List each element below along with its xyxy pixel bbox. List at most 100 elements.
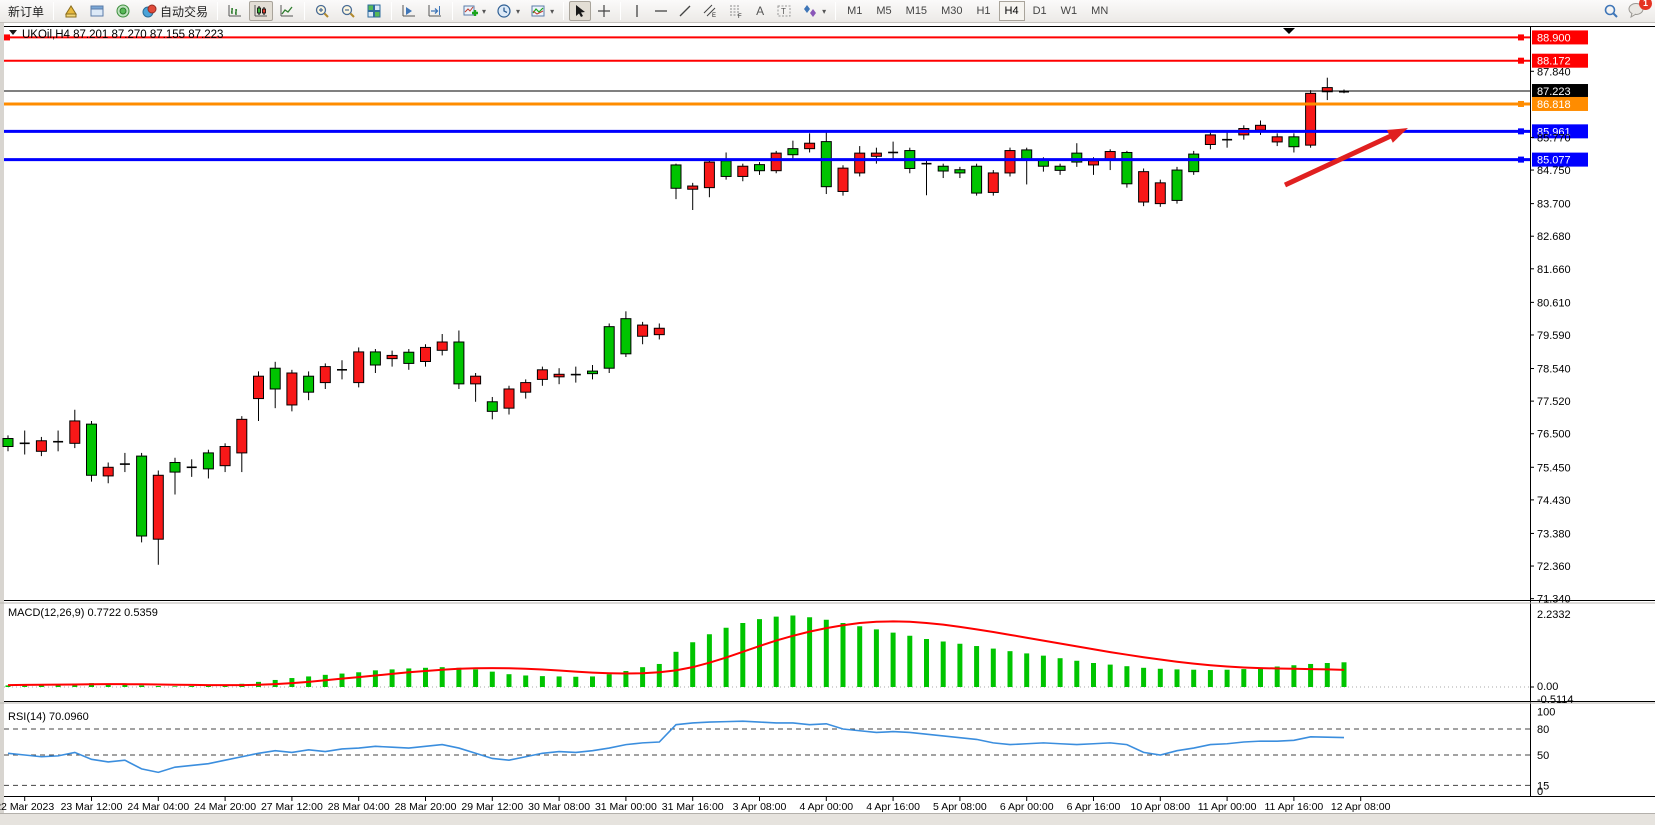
rsi-level-label: 80 (1537, 724, 1549, 736)
zoom-in-button[interactable] (310, 1, 334, 21)
line-end-marker (1518, 128, 1524, 135)
time-axis-label: 30 Mar 08:00 (528, 801, 590, 813)
bear-candle (503, 388, 515, 409)
bull-candle (136, 455, 148, 537)
bear-candle (520, 382, 532, 393)
text-tool[interactable]: A (750, 1, 770, 21)
timeframe-d1[interactable]: D1 (1032, 5, 1047, 17)
fibonacci-tool[interactable]: F (724, 1, 748, 21)
time-axis-label: 6 Apr 16:00 (1067, 801, 1121, 813)
crosshair-tool-button[interactable] (593, 1, 615, 21)
time-axis-label: 24 Mar 04:00 (127, 801, 189, 813)
time-axis-label: 3 Apr 08:00 (733, 801, 787, 813)
profiles-button[interactable] (59, 1, 83, 21)
timeframe-m5[interactable]: M5 (876, 5, 892, 17)
horizontal-line-tool[interactable] (650, 1, 672, 21)
timeframe-h4[interactable]: H4 (998, 1, 1025, 21)
time-axis-label: 27 Mar 12:00 (261, 801, 323, 813)
chart-title-group: UKOil,H4 87.201 87.270 87.155 87.223 (9, 29, 223, 41)
bull-candle (603, 326, 615, 369)
timeframe-m15[interactable]: M15 (905, 5, 928, 17)
horizontal-line-icon (655, 10, 668, 12)
bear-candle (236, 418, 248, 454)
arrows-tool[interactable]: ▾ (798, 1, 830, 21)
cursor-tool-button[interactable] (569, 1, 592, 21)
timeframe-m1[interactable]: M1 (847, 5, 863, 17)
timeframe-mn[interactable]: MN (1091, 5, 1109, 17)
timeframe-w1[interactable]: W1 (1060, 5, 1078, 17)
auto-scroll-button[interactable] (397, 1, 421, 21)
time-axis-label: 24 Mar 20:00 (194, 801, 256, 813)
templates-button[interactable]: ▾ (526, 1, 558, 21)
vertical-line-tool[interactable] (626, 1, 648, 21)
svg-text:88.900: 88.900 (1537, 32, 1571, 44)
bear-candle (1104, 151, 1116, 160)
notifications-button[interactable]: 1 (1627, 0, 1652, 21)
time-axis-label: 6 Apr 00:00 (1000, 801, 1054, 813)
indicators-button[interactable]: ▾ (458, 1, 490, 21)
bear-candle (1255, 124, 1266, 131)
time-axis[interactable]: 22 Mar 2023 23 Mar 12:00 24 Mar 04:00 24 Ma… (0, 797, 1391, 813)
price-tick-label: 85.770 (1537, 132, 1571, 144)
price-tick-label: 73.380 (1537, 528, 1571, 540)
periods-button[interactable]: ▾ (492, 1, 524, 21)
zoom-out-button[interactable] (336, 1, 360, 21)
price-badge (1532, 84, 1588, 99)
new-order-label: 新订单 (8, 4, 45, 19)
price-tick-label: 81.660 (1537, 264, 1571, 276)
bull-candle (269, 367, 281, 390)
timeframe-m30[interactable]: M30 (941, 5, 963, 17)
macd-panel: MACD(12,26,9) 0.7722 0.5359 (4, 607, 1530, 688)
svg-text:87.223: 87.223 (1537, 86, 1571, 98)
time-axis-label: 11 Apr 16:00 (1265, 801, 1324, 813)
bear-candle (703, 161, 715, 189)
equidistant-channel-tool[interactable]: E (698, 1, 722, 21)
bull-candle (754, 164, 765, 172)
tile-windows-button[interactable] (362, 1, 386, 21)
chart-shift-marker[interactable] (1283, 28, 1295, 34)
bear-candle (152, 474, 164, 540)
time-axis-label: 11 Apr 00:00 (1198, 801, 1257, 813)
svg-text:85.961: 85.961 (1537, 126, 1571, 138)
text-label-tool[interactable]: T (772, 1, 796, 21)
bull-candle (202, 452, 214, 470)
bear-candle (436, 341, 448, 351)
auto-trading-label: 自动交易 (160, 4, 209, 19)
data-window-button[interactable] (111, 1, 135, 21)
bar-chart-button[interactable] (223, 1, 247, 21)
dropdown-caret: ▾ (550, 6, 555, 16)
market-watch-button[interactable] (85, 1, 109, 21)
auto-trading-button[interactable]: 自动交易 (137, 1, 212, 21)
trend-arrow-annotation[interactable] (1283, 128, 1408, 188)
candlestick-chart-button[interactable] (249, 1, 274, 21)
toolbar-separator (835, 2, 837, 20)
bull-candle (403, 351, 415, 364)
svg-text:E: E (712, 13, 716, 19)
new-order-button[interactable]: 新订单 (4, 1, 48, 21)
profiles-icon (65, 5, 77, 18)
bull-candle (820, 141, 832, 188)
candles-layer (2, 77, 1349, 565)
time-axis-label: 22 Mar 2023 (0, 801, 54, 813)
chart-shift-button[interactable] (423, 1, 447, 21)
chart-window[interactable]: 88.900 88.172 87.223 86.818 85.961 85.077 87.8… (0, 23, 1655, 813)
bear-candle (1138, 171, 1150, 203)
market-watch-icon (90, 5, 104, 17)
bull-candle (453, 341, 465, 385)
rsi-level-label: 0 (1537, 786, 1543, 798)
bear-candle (1321, 87, 1333, 93)
time-axis-label: 28 Mar 04:00 (328, 801, 390, 813)
bull-candle (1121, 151, 1133, 185)
timeframe-h1[interactable]: H1 (976, 5, 991, 17)
price-tick-label: 75.450 (1537, 462, 1571, 474)
line-chart-button[interactable] (275, 1, 299, 21)
line-end-marker (1518, 57, 1524, 64)
tile-windows-icon (367, 4, 381, 18)
line-end-marker (1518, 34, 1524, 41)
search-icon[interactable] (1603, 3, 1619, 19)
trendline-tool[interactable] (674, 1, 696, 21)
horizontal-level-lines[interactable] (4, 34, 1530, 163)
svg-text:0.00: 0.00 (1537, 681, 1558, 693)
